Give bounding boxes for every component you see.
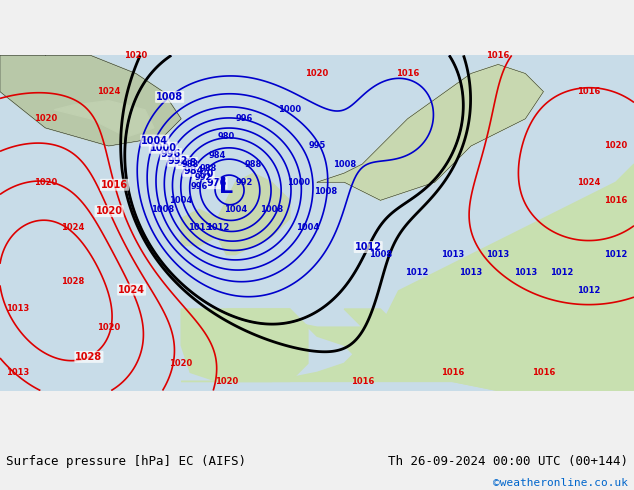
Text: 1016: 1016 <box>441 368 465 377</box>
Text: Surface pressure [hPa] EC (AIFS): Surface pressure [hPa] EC (AIFS) <box>6 455 247 468</box>
Text: 988: 988 <box>181 160 199 169</box>
Polygon shape <box>226 237 634 391</box>
Text: 1020: 1020 <box>604 142 628 150</box>
Text: 1013: 1013 <box>460 268 482 277</box>
Text: 1008: 1008 <box>314 187 338 196</box>
Text: 1004: 1004 <box>169 196 193 205</box>
Polygon shape <box>0 55 181 146</box>
Text: 1008: 1008 <box>156 92 183 102</box>
Text: 1020: 1020 <box>215 377 238 386</box>
Polygon shape <box>55 100 154 137</box>
Text: 1012: 1012 <box>205 223 229 232</box>
Text: 1020: 1020 <box>34 114 57 123</box>
Text: 980: 980 <box>218 132 235 142</box>
Text: 1024: 1024 <box>118 285 145 294</box>
Text: 1013: 1013 <box>188 223 211 232</box>
Text: 1004: 1004 <box>224 205 247 214</box>
Polygon shape <box>181 209 217 245</box>
Text: 1024: 1024 <box>97 87 120 96</box>
Text: 1004: 1004 <box>296 223 320 232</box>
Polygon shape <box>317 65 543 200</box>
Text: 1016: 1016 <box>604 196 628 205</box>
Text: 1028: 1028 <box>75 352 103 362</box>
Text: 1016: 1016 <box>486 51 510 60</box>
Text: 1008: 1008 <box>333 160 356 169</box>
Text: L: L <box>219 177 233 196</box>
Text: 984: 984 <box>183 166 204 176</box>
Text: 1020: 1020 <box>124 51 148 60</box>
Text: 1000: 1000 <box>150 143 177 153</box>
Text: 988: 988 <box>200 164 217 173</box>
Text: 1013: 1013 <box>486 250 510 259</box>
Text: 992: 992 <box>236 178 253 187</box>
Text: 1013: 1013 <box>514 268 537 277</box>
Text: 995: 995 <box>308 142 326 150</box>
Text: 1012: 1012 <box>354 242 382 252</box>
Text: 1016: 1016 <box>532 368 555 377</box>
Text: 1016: 1016 <box>351 377 374 386</box>
Text: 988: 988 <box>245 160 262 169</box>
Text: 1000: 1000 <box>278 105 301 114</box>
Text: 996: 996 <box>236 114 253 123</box>
Text: 996: 996 <box>191 182 208 191</box>
Text: 1016: 1016 <box>577 87 600 96</box>
Text: Th 26-09-2024 00:00 UTC (00+144): Th 26-09-2024 00:00 UTC (00+144) <box>387 455 628 468</box>
Text: 1004: 1004 <box>141 136 168 146</box>
Text: 1013: 1013 <box>6 304 30 314</box>
Text: 1020: 1020 <box>169 359 193 368</box>
Polygon shape <box>380 164 634 391</box>
Text: 1012: 1012 <box>577 286 600 295</box>
Text: 992: 992 <box>167 156 188 166</box>
Text: 1008: 1008 <box>260 205 283 214</box>
Text: 1012: 1012 <box>550 268 573 277</box>
Text: 996: 996 <box>161 149 181 159</box>
Text: 984: 984 <box>209 150 226 160</box>
Text: 992: 992 <box>195 173 212 182</box>
Text: 1013: 1013 <box>441 250 465 259</box>
Polygon shape <box>344 309 435 381</box>
Text: 1013: 1013 <box>6 368 30 377</box>
Text: 1016: 1016 <box>396 69 419 78</box>
Polygon shape <box>181 237 634 381</box>
Text: 1020: 1020 <box>34 178 57 187</box>
Text: 1012: 1012 <box>604 250 628 259</box>
Text: 1008: 1008 <box>152 205 174 214</box>
Text: 1012: 1012 <box>405 268 429 277</box>
Text: 980: 980 <box>193 170 214 179</box>
Polygon shape <box>181 309 308 381</box>
Text: 1024: 1024 <box>577 178 600 187</box>
Text: 976: 976 <box>206 178 226 188</box>
Text: 1020: 1020 <box>306 69 328 78</box>
Text: 1020: 1020 <box>96 206 122 216</box>
Text: ©weatheronline.co.uk: ©weatheronline.co.uk <box>493 478 628 489</box>
Text: 1024: 1024 <box>61 223 84 232</box>
Text: 988: 988 <box>176 158 197 168</box>
Text: 1000: 1000 <box>287 178 311 187</box>
Text: 1028: 1028 <box>61 277 84 286</box>
Polygon shape <box>217 173 290 255</box>
Text: 1020: 1020 <box>97 322 120 332</box>
Text: 1008: 1008 <box>369 250 392 259</box>
Text: 1016: 1016 <box>101 180 128 190</box>
